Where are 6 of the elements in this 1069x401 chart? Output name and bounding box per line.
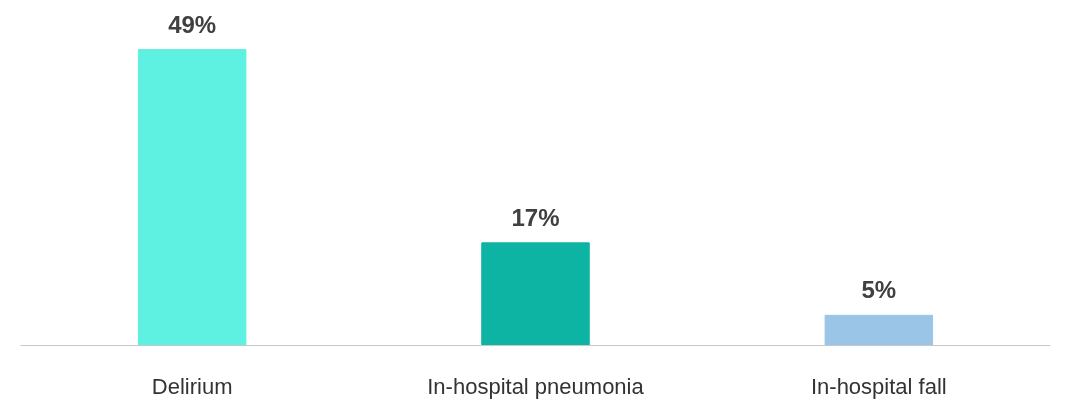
data-label: 5% [861,276,897,304]
x-tick-label: Delirium [151,373,233,399]
data-label: 17% [511,203,560,231]
x-tick-label: In-hospital pneumonia [427,373,645,399]
x-tick-label: In-hospital fall [810,373,947,399]
data-label: 49% [168,10,217,38]
